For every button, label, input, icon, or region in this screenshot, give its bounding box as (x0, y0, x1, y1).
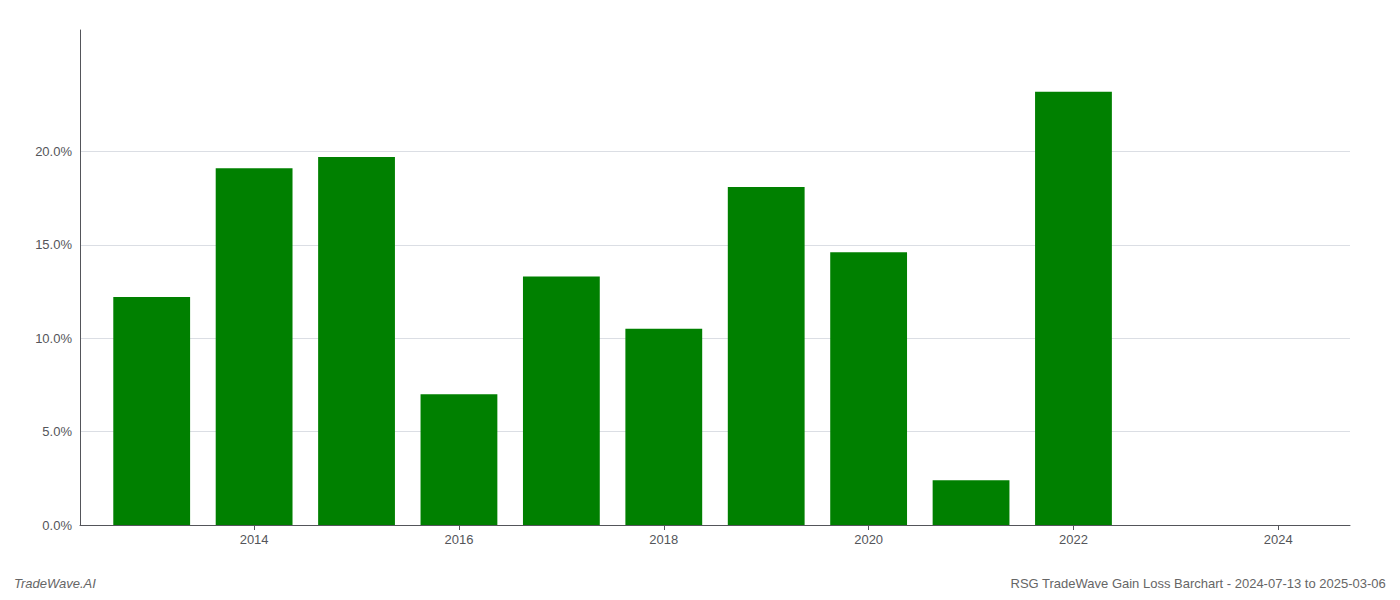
svg-text:2020: 2020 (854, 532, 883, 547)
svg-text:RSG TradeWave Gain Loss Barcha: RSG TradeWave Gain Loss Barchart - 2024-… (1010, 576, 1385, 591)
svg-text:5.0%: 5.0% (42, 424, 72, 439)
svg-text:2022: 2022 (1059, 532, 1088, 547)
svg-text:10.0%: 10.0% (35, 331, 72, 346)
svg-text:0.0%: 0.0% (42, 518, 72, 533)
svg-text:2024: 2024 (1264, 532, 1293, 547)
svg-text:2016: 2016 (444, 532, 473, 547)
svg-text:2018: 2018 (649, 532, 678, 547)
svg-text:20.0%: 20.0% (35, 144, 72, 159)
svg-text:15.0%: 15.0% (35, 237, 72, 252)
svg-text:2014: 2014 (240, 532, 269, 547)
svg-text:TradeWave.AI: TradeWave.AI (14, 576, 96, 591)
